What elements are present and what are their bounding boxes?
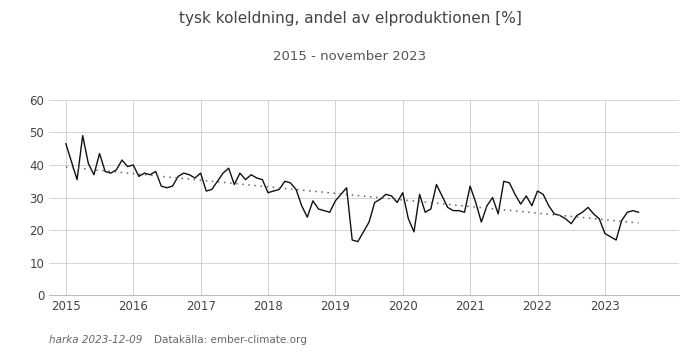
- Text: Datakälla: ember-climate.org: Datakälla: ember-climate.org: [154, 335, 307, 345]
- Text: harka 2023-12-09: harka 2023-12-09: [49, 335, 142, 345]
- Text: tysk koleldning, andel av elproduktionen [%]: tysk koleldning, andel av elproduktionen…: [178, 11, 522, 26]
- Text: 2015 - november 2023: 2015 - november 2023: [274, 50, 426, 63]
